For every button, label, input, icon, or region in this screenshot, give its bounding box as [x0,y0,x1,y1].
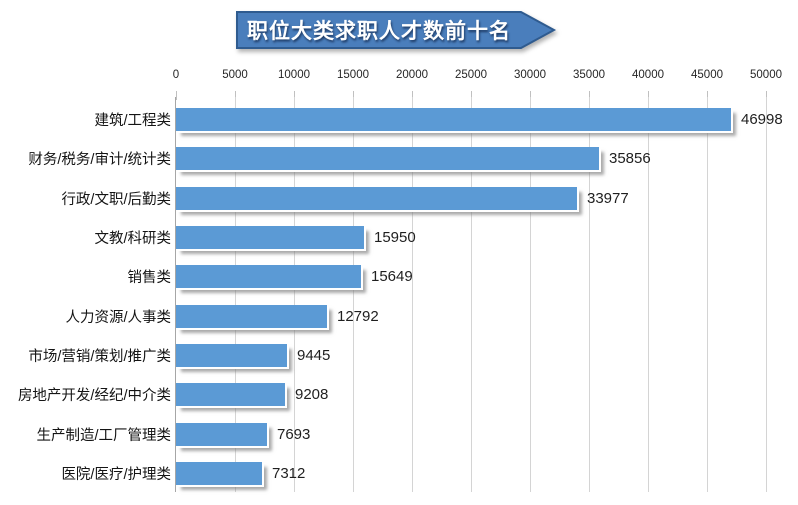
axis-tick-label: 15000 [337,69,369,81]
category-axis-line [175,97,176,492]
category-label: 医院/医疗/护理类 [61,467,171,484]
bar [176,422,267,446]
bar [176,383,285,407]
value-label: 15649 [371,268,413,286]
axis-tick-label: 35000 [573,69,605,81]
category-label: 市场/营销/策划/推广类 [28,349,171,366]
axis-tick-mark [176,91,177,100]
gridline [589,97,590,492]
gridline [294,97,295,492]
category-label: 文教/科研类 [94,231,171,248]
category-label: 人力资源/人事类 [65,309,171,326]
value-label: 46998 [741,111,783,128]
axis-tick-mark [530,91,531,100]
bar [176,226,364,250]
value-label: 12792 [337,307,379,325]
banner-shape-icon [236,11,557,49]
category-label: 行政/文职/后勤类 [61,191,171,208]
category-label: 建筑/工程类 [94,113,171,129]
axis-tick-label: 30000 [514,69,546,81]
axis-tick-label: 5000 [222,69,248,81]
axis-tick-label: 10000 [278,69,310,81]
axis-tick-label: 0 [172,69,180,81]
value-label: 35856 [609,150,651,168]
bar [176,147,599,171]
bar [176,186,577,210]
gridline [766,97,767,492]
category-label: 财务/税务/审计/统计类 [28,152,171,169]
axis-tick-label: 45000 [691,69,723,81]
value-label: 15950 [374,229,416,247]
bar [176,344,287,368]
bar [176,462,262,486]
axis-tick-mark [648,91,649,100]
axis-tick-mark [353,91,354,100]
category-label: 销售类 [127,270,172,287]
value-label: 9445 [297,347,331,365]
gridline [353,97,354,492]
gridline [707,97,708,492]
axis-tick-mark [412,91,413,100]
value-label: 7312 [272,465,306,483]
gridline [235,97,236,492]
axis-tick-label: 25000 [455,69,487,81]
gridline [648,97,649,492]
title-banner: 职位大类求职人才数前十名 [232,5,567,57]
value-label: 7693 [277,425,311,443]
axis-tick-label: 20000 [396,69,428,81]
bar [176,304,327,328]
axis-tick-mark [589,91,590,100]
value-label: 9208 [295,386,329,404]
bar [176,108,731,131]
gridline [530,97,531,492]
value-label: 33977 [587,189,629,207]
category-label: 房地产开发/经纪/中介类 [17,388,171,405]
gridline [471,97,472,492]
axis-tick-label: 40000 [632,69,664,81]
category-label: 生产制造/工厂管理类 [36,427,171,444]
axis-tick-mark [471,91,472,100]
gridline [412,97,413,492]
axis-tick-mark [294,91,295,100]
axis-tick-mark [766,91,767,100]
chart-title: 职位大类求职人才数前十名 [247,20,511,43]
axis-tick-mark [707,91,708,100]
axis-tick-label: 50000 [750,69,782,81]
bar [176,265,361,289]
axis-tick-mark [235,91,236,100]
